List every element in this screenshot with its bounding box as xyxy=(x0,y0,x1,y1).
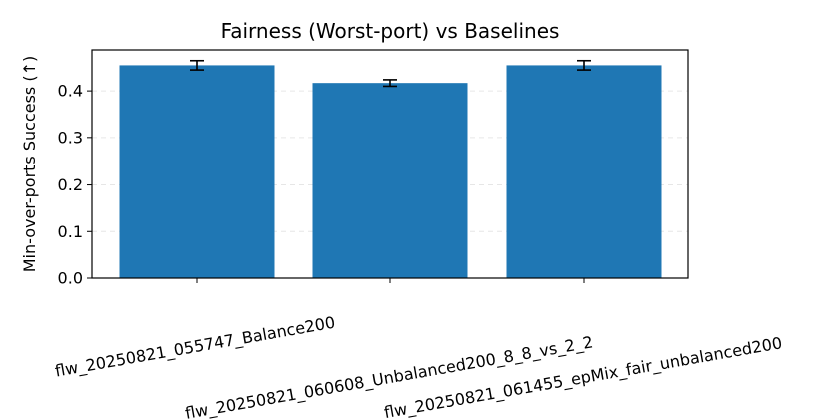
error-bars xyxy=(190,59,591,88)
x-axis: flw_20250821_055747_Balance200flw_202508… xyxy=(54,278,784,420)
y-tick-label: 0.4 xyxy=(58,82,83,101)
y-axis-label: Min-over-ports Success (↑) xyxy=(20,56,39,273)
chart-title: Fairness (Worst-port) vs Baselines xyxy=(221,19,560,43)
y-tick-label: 0.0 xyxy=(58,269,83,288)
bar xyxy=(119,65,275,278)
x-tick-label: flw_20250821_055747_Balance200 xyxy=(54,313,337,382)
bar xyxy=(506,65,662,278)
y-tick-label: 0.2 xyxy=(58,175,83,194)
bars xyxy=(119,65,662,278)
y-tick-label: 0.3 xyxy=(58,128,83,147)
bar xyxy=(312,83,468,278)
y-axis: 0.0 0.1 0.2 0.3 0.4 xyxy=(58,82,92,288)
y-tick-label: 0.1 xyxy=(58,222,83,241)
